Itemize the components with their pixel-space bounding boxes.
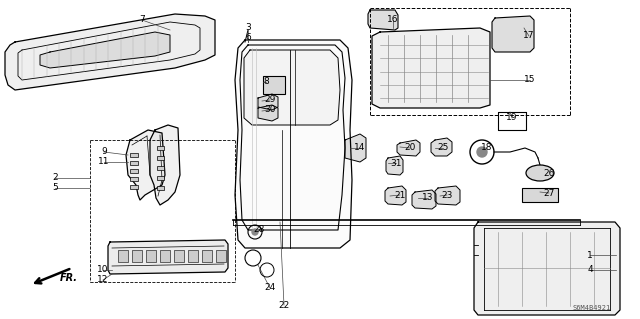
- Text: 23: 23: [442, 190, 452, 199]
- Bar: [130, 185, 138, 189]
- Polygon shape: [40, 32, 170, 68]
- Text: 16: 16: [387, 16, 399, 25]
- Text: 19: 19: [506, 114, 518, 122]
- Text: 28: 28: [253, 226, 265, 234]
- Polygon shape: [397, 140, 420, 156]
- Bar: [157, 186, 164, 190]
- Bar: [216, 250, 226, 262]
- Polygon shape: [235, 40, 352, 248]
- Text: 15: 15: [524, 76, 536, 85]
- Bar: [130, 169, 138, 173]
- Text: 14: 14: [355, 144, 365, 152]
- Text: 8: 8: [263, 78, 269, 86]
- Polygon shape: [345, 134, 366, 162]
- Polygon shape: [372, 28, 490, 108]
- Text: 2: 2: [52, 174, 58, 182]
- Bar: [157, 176, 164, 180]
- Polygon shape: [108, 240, 228, 274]
- Text: 18: 18: [481, 144, 493, 152]
- Text: 26: 26: [543, 168, 555, 177]
- Bar: [130, 177, 138, 181]
- Bar: [202, 250, 212, 262]
- Text: 29: 29: [264, 95, 276, 105]
- Polygon shape: [258, 94, 278, 110]
- Text: 9: 9: [101, 147, 107, 157]
- Text: 27: 27: [543, 189, 555, 197]
- Ellipse shape: [526, 165, 554, 181]
- Polygon shape: [431, 138, 452, 156]
- Text: S6M4B4921: S6M4B4921: [573, 305, 611, 311]
- Polygon shape: [258, 105, 278, 121]
- Text: 4: 4: [587, 265, 593, 275]
- Bar: [498, 112, 526, 130]
- Text: 1: 1: [587, 250, 593, 259]
- Bar: [174, 250, 184, 262]
- Polygon shape: [244, 50, 340, 125]
- Text: 22: 22: [278, 300, 290, 309]
- Text: 10: 10: [97, 265, 109, 275]
- Polygon shape: [385, 186, 406, 205]
- Text: 20: 20: [404, 144, 416, 152]
- Bar: [157, 146, 164, 150]
- Bar: [132, 250, 142, 262]
- Bar: [157, 166, 164, 170]
- Bar: [263, 76, 285, 94]
- Bar: [130, 161, 138, 165]
- Polygon shape: [5, 14, 215, 90]
- Text: 3: 3: [245, 24, 251, 33]
- Polygon shape: [368, 10, 398, 30]
- Text: 21: 21: [394, 190, 406, 199]
- Text: 13: 13: [422, 194, 434, 203]
- Polygon shape: [492, 16, 534, 52]
- Text: FR.: FR.: [60, 273, 78, 283]
- Text: 7: 7: [139, 16, 145, 25]
- Polygon shape: [412, 190, 436, 209]
- Bar: [146, 250, 156, 262]
- Polygon shape: [126, 130, 165, 200]
- Text: 30: 30: [264, 106, 276, 115]
- Text: 6: 6: [245, 33, 251, 42]
- Text: 5: 5: [52, 183, 58, 192]
- Bar: [130, 153, 138, 157]
- Polygon shape: [386, 156, 403, 175]
- Bar: [522, 188, 558, 202]
- Polygon shape: [474, 222, 620, 315]
- Bar: [188, 250, 198, 262]
- Text: 12: 12: [97, 276, 109, 285]
- Text: 31: 31: [390, 159, 402, 167]
- Bar: [157, 156, 164, 160]
- Circle shape: [477, 147, 487, 157]
- Bar: [118, 250, 128, 262]
- Text: 25: 25: [437, 144, 449, 152]
- Bar: [160, 250, 170, 262]
- Polygon shape: [435, 186, 460, 205]
- Text: 17: 17: [524, 32, 535, 41]
- Polygon shape: [150, 125, 180, 205]
- Text: 11: 11: [99, 158, 109, 167]
- Circle shape: [252, 229, 258, 235]
- Text: 24: 24: [264, 284, 276, 293]
